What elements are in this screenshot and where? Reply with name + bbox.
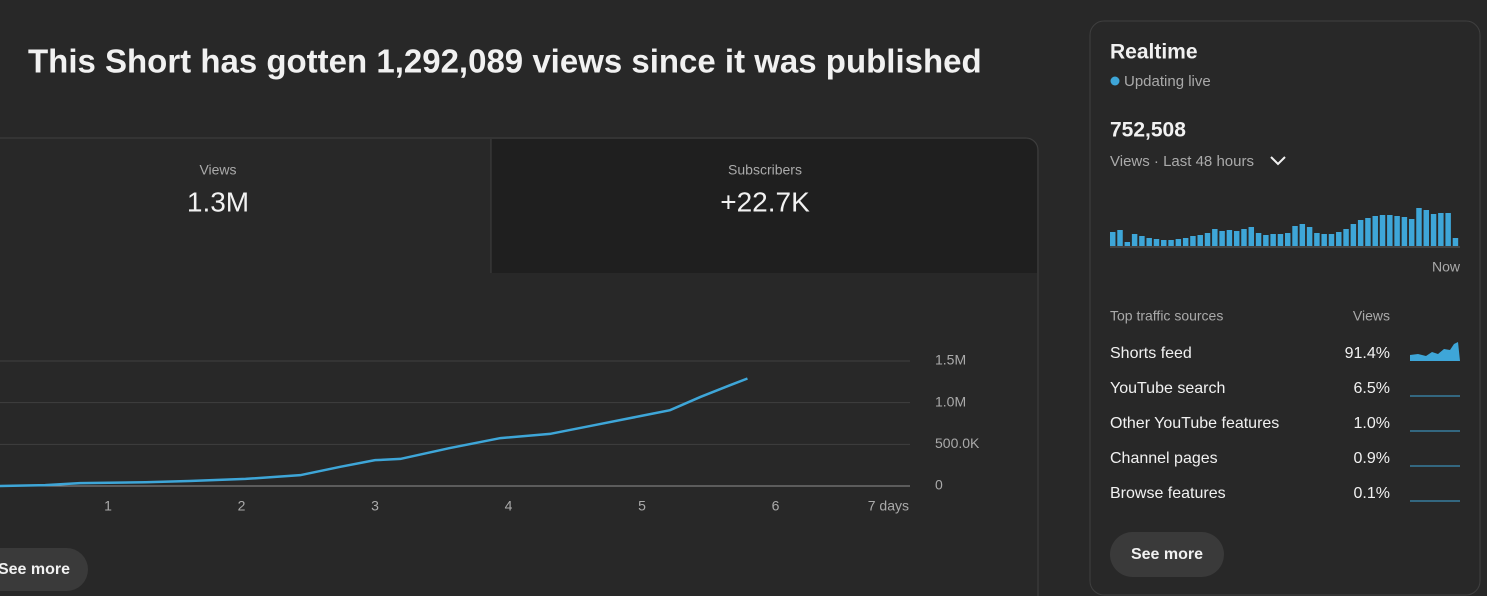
bar [1175, 239, 1182, 246]
bar [1401, 217, 1408, 246]
period-dropdown[interactable] [1270, 156, 1286, 166]
y-tick-label: 500.0K [935, 435, 980, 451]
realtime-period: Views · Last 48 hours [1110, 153, 1254, 170]
now-label: Now [1432, 259, 1461, 275]
x-tick-label: 6 [772, 498, 780, 514]
x-tick-label: 5 [638, 498, 646, 514]
bar [1438, 213, 1444, 246]
bar [1292, 226, 1298, 246]
y-tick-label: 1.5M [935, 352, 966, 368]
bar [1190, 236, 1196, 246]
bar [1204, 233, 1211, 246]
bar [1416, 208, 1422, 246]
bar [1387, 215, 1393, 246]
bar [1117, 230, 1123, 246]
bar [1452, 238, 1459, 246]
bar [1255, 233, 1262, 246]
source-share: 1.0% [1354, 415, 1390, 432]
see-more-label: See more [0, 561, 70, 578]
bar [1110, 232, 1116, 246]
realtime-total: 752,508 [1110, 119, 1186, 142]
bar [1182, 238, 1189, 246]
source-share: 6.5% [1354, 380, 1390, 397]
bar [1379, 215, 1386, 246]
bar [1146, 238, 1152, 246]
bar [1445, 213, 1451, 246]
table-header: Top traffic sources [1110, 308, 1223, 324]
sparkline [1410, 342, 1460, 361]
x-tick-label: 2 [238, 498, 246, 514]
see-more-button[interactable] [1110, 532, 1224, 577]
source-share: 91.4% [1345, 345, 1390, 362]
bar [1285, 233, 1291, 246]
source-name: YouTube search [1110, 380, 1225, 397]
bar [1394, 216, 1400, 246]
x-tick-label: 3 [371, 498, 379, 514]
bar [1161, 240, 1167, 246]
x-tick-label: 4 [505, 498, 513, 514]
x-tick-label: 7 days [868, 498, 909, 514]
bar [1263, 235, 1269, 246]
see-more-label: See more [1131, 546, 1203, 563]
tab-subscribers[interactable] [491, 139, 1037, 273]
bar [1153, 239, 1160, 246]
realtime-title: Realtime [1110, 41, 1198, 64]
source-share: 0.1% [1354, 485, 1390, 502]
live-status: Updating live [1124, 73, 1211, 90]
tab-label: Subscribers [728, 162, 802, 178]
bar [1336, 232, 1342, 246]
bar [1197, 235, 1203, 246]
bar [1233, 231, 1240, 246]
tab-value: 1.3M [187, 186, 249, 217]
bar [1365, 218, 1371, 246]
source-name: Channel pages [1110, 450, 1218, 467]
bar [1408, 219, 1415, 246]
see-more-button[interactable] [0, 548, 88, 591]
y-tick-label: 0 [935, 477, 943, 493]
bar [1270, 234, 1276, 246]
views-line [0, 377, 748, 488]
y-tick-label: 1.0M [935, 393, 966, 409]
bar [1357, 220, 1364, 246]
bar [1430, 214, 1437, 246]
tab-value: +22.7K [720, 186, 810, 217]
bar [1168, 240, 1174, 246]
bar [1423, 210, 1430, 246]
bar [1343, 229, 1349, 246]
bar [1226, 230, 1233, 246]
bar [1124, 242, 1131, 246]
source-name: Other YouTube features [1110, 415, 1279, 432]
bar [1241, 229, 1247, 246]
source-share: 0.9% [1354, 450, 1390, 467]
realtime-card [1089, 20, 1481, 596]
x-tick-label: 1 [104, 498, 112, 514]
bar [1139, 236, 1145, 246]
bar [1328, 234, 1335, 246]
tab-label: Views [199, 162, 236, 178]
source-name: Shorts feed [1110, 345, 1192, 362]
bar [1372, 216, 1378, 246]
views-chart: 0 500.0K 1.0M 1.5M 1 2 3 4 5 6 7 days [0, 352, 980, 514]
bar [1299, 224, 1306, 246]
bar [1219, 231, 1225, 246]
bar [1248, 227, 1255, 246]
bar [1131, 234, 1138, 246]
table-header: Views [1353, 308, 1390, 324]
bar [1350, 224, 1357, 246]
traffic-table: Shorts feed 91.4% YouTube search 6.5% Other … [1110, 345, 1390, 502]
bar [1277, 234, 1284, 246]
bar [1306, 227, 1313, 246]
bar [1212, 229, 1218, 246]
page-title: This Short has gotten 1,292,089 views si… [28, 43, 982, 80]
realtime-chart [1110, 208, 1459, 246]
source-name: Browse features [1110, 485, 1226, 502]
bar [1321, 234, 1327, 246]
live-dot [1110, 76, 1120, 86]
bar [1314, 233, 1320, 246]
